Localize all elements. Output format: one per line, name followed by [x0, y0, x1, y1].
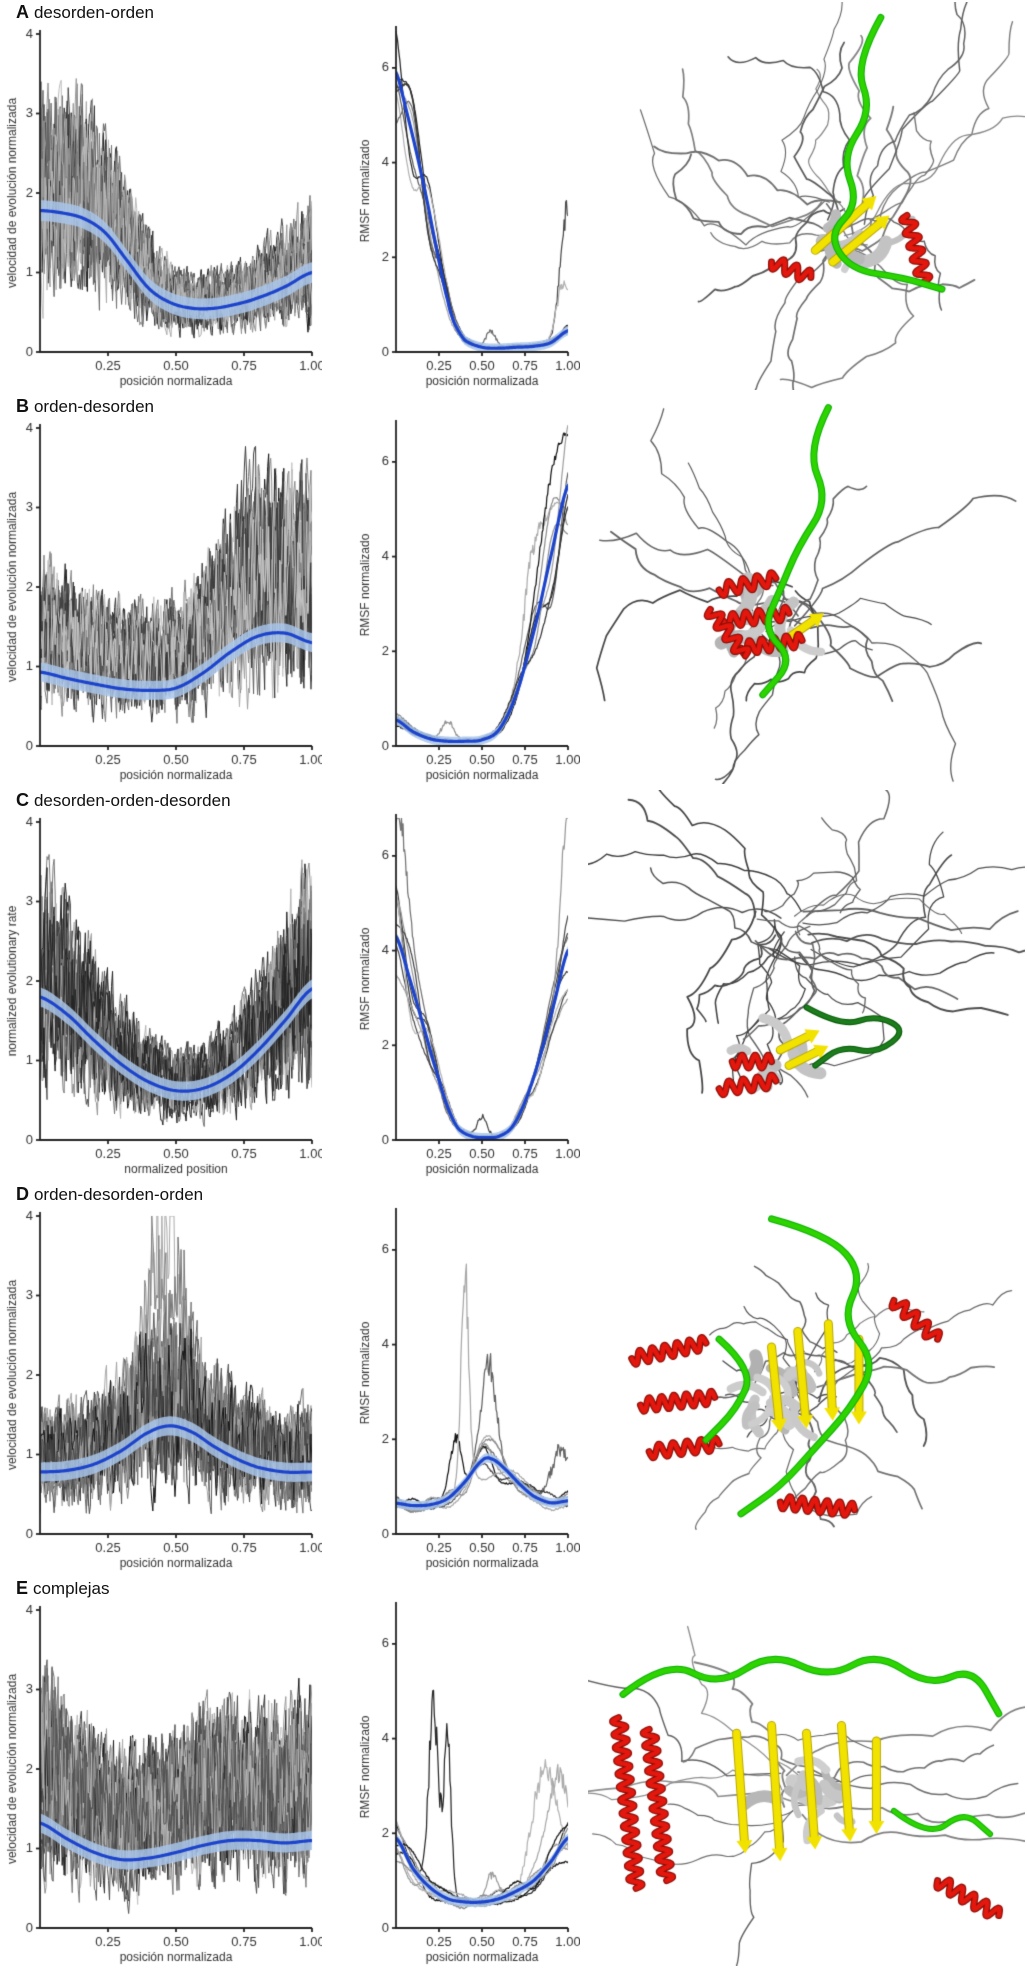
panel-A-protein-structure-image — [588, 2, 1025, 390]
panel-E-letter: E — [16, 1578, 29, 1598]
panel-A-evolution-rate-chart — [2, 20, 322, 392]
panel-E: E complejas — [0, 1576, 1027, 1970]
panel-A-letter: A — [16, 2, 30, 22]
panel-D-rmsf-chart — [330, 1202, 580, 1574]
panel-B-letter: B — [16, 396, 30, 416]
panel-C-title: C desorden-orden-desorden — [16, 790, 231, 811]
panel-D-protein-structure-image — [588, 1184, 1025, 1572]
panel-E-protein-structure-image — [588, 1578, 1025, 1966]
panel-B: B orden-desorden — [0, 394, 1027, 788]
panel-E-rmsf-chart — [330, 1596, 580, 1968]
panel-A-rmsf-chart — [330, 20, 580, 392]
panel-C-protein-structure-image — [588, 790, 1025, 1178]
panel-A-title-text: desorden-orden — [33, 3, 154, 22]
panel-D-letter: D — [16, 1184, 30, 1204]
panel-B-title-text: orden-desorden — [33, 397, 154, 416]
panel-D-title: D orden-desorden-orden — [16, 1184, 203, 1205]
panel-E-evolution-rate-chart — [2, 1596, 322, 1968]
panel-E-title-text: complejas — [32, 1579, 110, 1598]
panel-B-title: B orden-desorden — [16, 396, 154, 417]
panel-C: C desorden-orden-desorden — [0, 788, 1027, 1182]
panel-A: A desorden-orden — [0, 0, 1027, 394]
panel-C-rmsf-chart — [330, 808, 580, 1180]
panel-B-evolution-rate-chart — [2, 414, 322, 786]
panel-D-title-text: orden-desorden-orden — [33, 1185, 204, 1204]
panel-A-title: A desorden-orden — [16, 2, 154, 23]
panel-C-letter: C — [16, 790, 30, 810]
panel-D: D orden-desorden-orden — [0, 1182, 1027, 1576]
panel-B-protein-structure-image — [588, 396, 1025, 784]
panel-D-evolution-rate-chart — [2, 1202, 322, 1574]
panel-B-rmsf-chart — [330, 414, 580, 786]
panel-C-title-text: desorden-orden-desorden — [33, 791, 231, 810]
panel-E-title: E complejas — [16, 1578, 110, 1599]
panel-C-evolution-rate-chart — [2, 808, 322, 1180]
